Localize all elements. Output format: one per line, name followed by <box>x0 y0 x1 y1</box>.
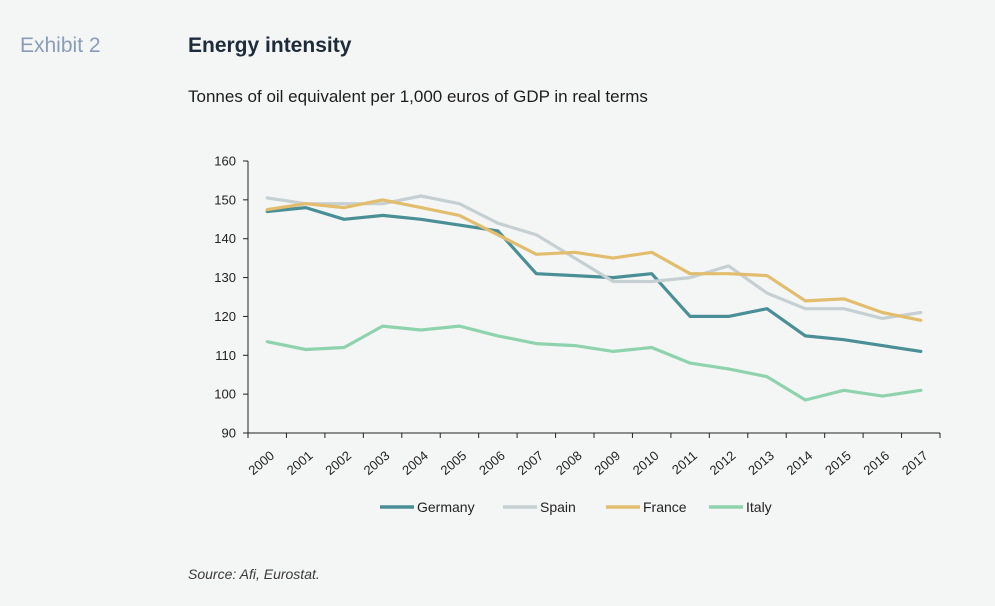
exhibit-label: Exhibit 2 <box>20 34 101 57</box>
chart-title: Energy intensity <box>188 34 352 57</box>
x-tick-label: 2014 <box>784 448 816 478</box>
legend-label: Italy <box>746 499 772 515</box>
x-tick-label: 2009 <box>591 448 623 478</box>
legend-item-france: France <box>606 499 687 515</box>
legend-item-italy: Italy <box>709 499 772 515</box>
y-tick-label: 120 <box>214 309 236 324</box>
y-tick-label: 140 <box>214 231 236 246</box>
x-tick-label: 2012 <box>707 448 739 478</box>
legend-item-germany: Germany <box>380 499 475 515</box>
source-note: Source: Afi, Eurostat. <box>188 566 320 582</box>
x-tick-label: 2016 <box>860 448 892 478</box>
series-line-germany <box>265 206 923 353</box>
y-tick-label: 110 <box>215 348 236 363</box>
legend-label: Germany <box>417 499 475 515</box>
x-tick-label: 2006 <box>476 448 508 478</box>
x-tick-label: 2007 <box>514 448 546 478</box>
series-line-italy <box>265 324 923 402</box>
y-tick-label: 130 <box>214 270 236 285</box>
chart-series <box>265 194 923 402</box>
chart-legend: Germany Spain France Italy <box>380 499 772 515</box>
x-tick-label: 2004 <box>399 448 431 478</box>
y-tick-label: 90 <box>222 426 236 441</box>
legend-label: Spain <box>540 499 576 515</box>
x-tick-label: 2000 <box>245 448 277 478</box>
x-tick-label: 2001 <box>284 448 316 478</box>
series-line-france <box>265 198 923 322</box>
y-tick-label: 150 <box>214 192 236 207</box>
y-tick-label: 100 <box>214 387 236 402</box>
x-tick-label: 2005 <box>438 448 470 478</box>
x-tick-label: 2011 <box>669 448 700 477</box>
legend-label: France <box>643 499 687 515</box>
x-tick-label: 2015 <box>822 448 854 478</box>
series-line-spain <box>265 194 923 320</box>
y-tick-label: 160 <box>214 154 236 169</box>
x-tick-label: 2003 <box>361 448 393 478</box>
chart-subtitle: Tonnes of oil equivalent per 1,000 euros… <box>188 87 648 106</box>
x-tick-label: 2017 <box>899 448 931 478</box>
legend-item-spain: Spain <box>503 499 576 515</box>
x-tick-label: 2013 <box>745 448 777 478</box>
x-tick-label: 2002 <box>322 448 354 478</box>
x-tick-label: 2008 <box>553 448 585 478</box>
x-tick-label: 2010 <box>630 448 662 478</box>
